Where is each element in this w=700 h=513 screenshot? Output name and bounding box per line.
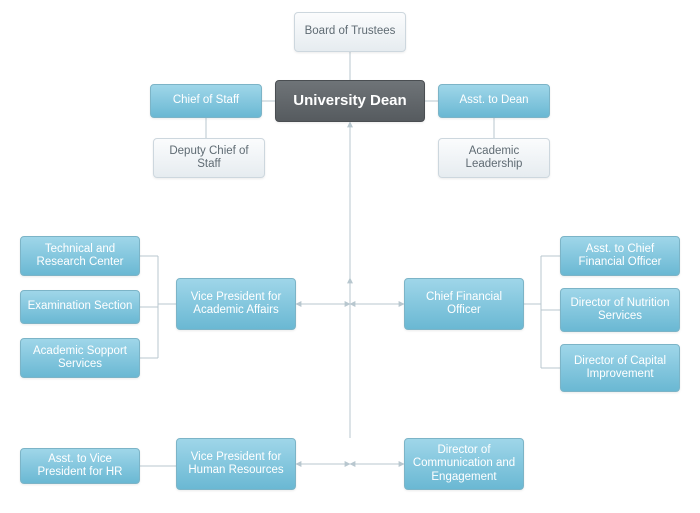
node-label: Director of Communication and Engagement — [411, 444, 517, 484]
node-label: Examination Section — [27, 300, 133, 313]
node-exam: Examination Section — [20, 290, 140, 324]
node-board: Board of Trustees — [294, 12, 406, 52]
node-label: Vice President for Academic Affairs — [183, 291, 289, 317]
node-dean: University Dean — [275, 80, 425, 122]
node-label: Chief Financial Officer — [411, 291, 517, 317]
node-asst-vp-hr: Asst. to Vice President for HR — [20, 448, 140, 484]
node-vp-acad: Vice President for Academic Affairs — [176, 278, 296, 330]
node-label: Chief of Staff — [157, 94, 255, 107]
node-label: Deputy Chief of Staff — [160, 145, 258, 171]
node-deputy: Deputy Chief of Staff — [153, 138, 265, 178]
node-label: Asst. to Dean — [445, 94, 543, 107]
node-chief-staff: Chief of Staff — [150, 84, 262, 118]
node-label: Asst. to Chief Financial Officer — [567, 243, 673, 269]
org-chart: { "chart": { "type": "org-chart", "backg… — [0, 0, 700, 513]
node-label: University Dean — [282, 92, 418, 109]
node-vp-hr: Vice President for Human Resources — [176, 438, 296, 490]
node-label: Academic Sopport Services — [27, 345, 133, 371]
node-label: Vice President for Human Resources — [183, 451, 289, 477]
node-asst-dean: Asst. to Dean — [438, 84, 550, 118]
node-label: Director of Nutrition Services — [567, 297, 673, 323]
node-cfo: Chief Financial Officer — [404, 278, 524, 330]
node-label: Technical and Research Center — [27, 243, 133, 269]
node-label: Asst. to Vice President for HR — [27, 453, 133, 479]
node-asst-cfo: Asst. to Chief Financial Officer — [560, 236, 680, 276]
node-label: Board of Trustees — [301, 25, 399, 38]
node-label: Director of Capital Improvement — [567, 355, 673, 381]
node-acad-lead: Academic Leadership — [438, 138, 550, 178]
node-capital: Director of Capital Improvement — [560, 344, 680, 392]
node-tech: Technical and Research Center — [20, 236, 140, 276]
node-acad-support: Academic Sopport Services — [20, 338, 140, 378]
node-dir-comm: Director of Communication and Engagement — [404, 438, 524, 490]
node-nutrition: Director of Nutrition Services — [560, 288, 680, 332]
node-label: Academic Leadership — [445, 145, 543, 171]
